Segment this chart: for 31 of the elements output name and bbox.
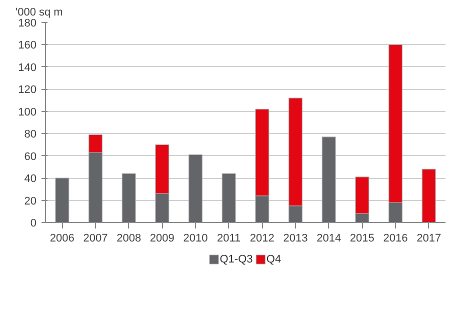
legend-label: Q4: [266, 254, 282, 266]
x-tick-label: 2015: [350, 232, 374, 244]
x-tick-label: 2007: [83, 232, 108, 244]
y-tick-label: 80: [24, 128, 37, 141]
y-tick-label: 120: [18, 84, 37, 96]
legend-label: Q1-Q3: [220, 254, 253, 266]
x-tick-label: 2013: [283, 232, 308, 244]
x-tick-label: 2012: [250, 232, 274, 244]
bar: [222, 173, 236, 222]
y-tick-label: 160: [18, 40, 37, 52]
bar: [55, 178, 70, 222]
y-tick-label: 20: [24, 195, 37, 208]
bar: [322, 136, 336, 222]
bar: [122, 173, 136, 222]
x-tick-label: 2016: [383, 232, 408, 244]
x-tick-label: 2009: [150, 232, 174, 244]
x-tick-label: 2014: [316, 232, 342, 244]
x-tick-label: 2008: [116, 232, 142, 244]
y-tick-label: 100: [18, 106, 37, 118]
x-tick-label: 2010: [183, 232, 208, 244]
x-tick-label: 2006: [50, 232, 74, 244]
y-tick-label: 60: [24, 150, 37, 163]
x-tick-label: 2017: [416, 232, 442, 244]
y-axis-title: '000 sq m: [16, 6, 63, 18]
bar: [188, 154, 202, 222]
y-tick-label: 180: [18, 18, 37, 30]
y-tick-label: 40: [24, 173, 37, 186]
x-tick-label: 2011: [217, 232, 241, 244]
y-tick-label: 140: [18, 62, 37, 74]
y-tick-label: 0: [30, 218, 37, 230]
bar: [422, 168, 436, 222]
